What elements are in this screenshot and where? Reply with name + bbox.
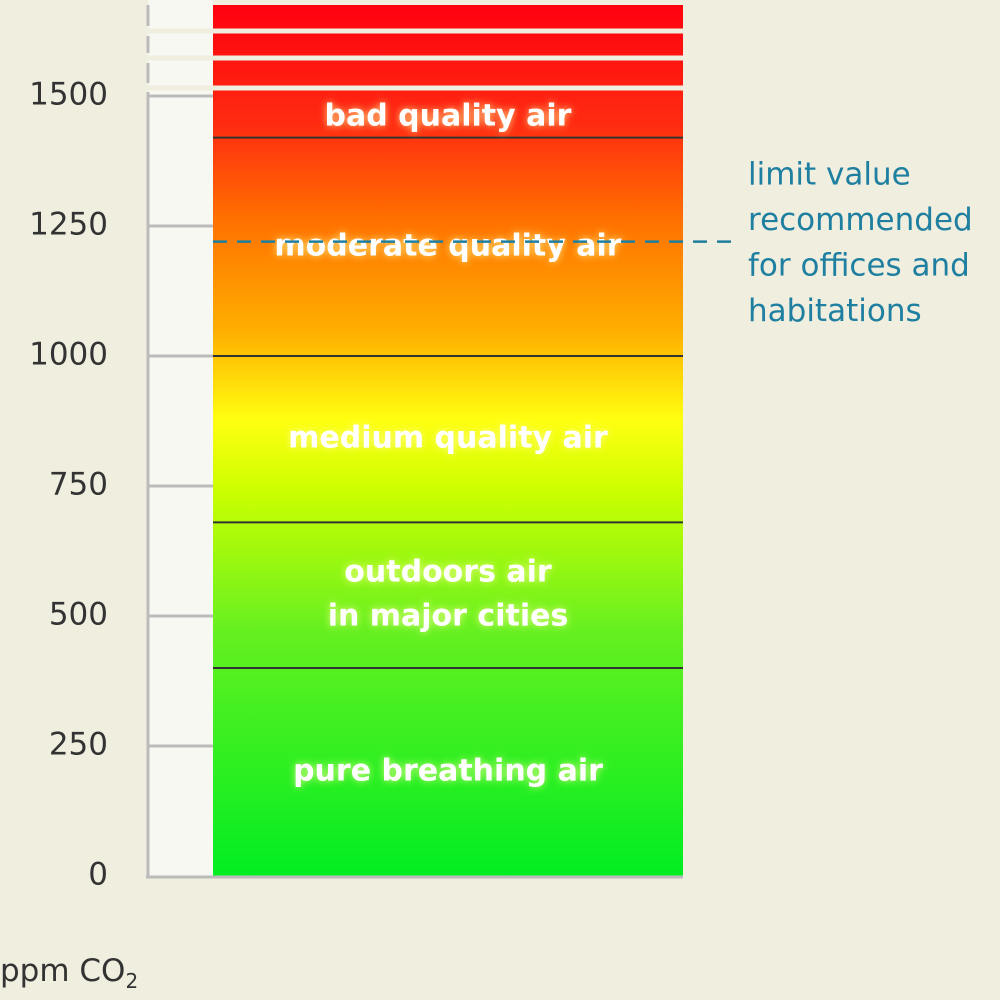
y-tick-label: 0 xyxy=(88,857,108,893)
y-label-text: ppm CO xyxy=(0,953,125,989)
y-label-sub: 2 xyxy=(125,969,138,993)
band-label: pure breathing air xyxy=(293,754,603,789)
scale-break xyxy=(140,28,690,91)
y-tick-label: 250 xyxy=(49,727,108,763)
band-label: moderate quality air xyxy=(274,228,621,263)
y-axis-label: ppm CO2 xyxy=(0,953,138,993)
y-tick-label: 1000 xyxy=(29,337,108,373)
y-tick-label: 1250 xyxy=(29,207,108,243)
y-tick-label: 500 xyxy=(49,597,108,633)
limit-label: for offices and xyxy=(748,248,970,284)
limit-label: habitations xyxy=(748,293,922,329)
scale-bar xyxy=(213,5,683,876)
limit-label: limit value xyxy=(748,157,911,193)
y-tick-label: 1500 xyxy=(29,77,108,113)
y-tick-label: 750 xyxy=(49,467,108,503)
band-label: medium quality air xyxy=(288,421,608,456)
band-label: outdoors air xyxy=(344,555,552,590)
band-label: in major cities xyxy=(328,599,569,634)
axis-strip xyxy=(148,0,213,876)
limit-label: recommended xyxy=(748,202,973,238)
band-label: bad quality air xyxy=(325,98,572,133)
